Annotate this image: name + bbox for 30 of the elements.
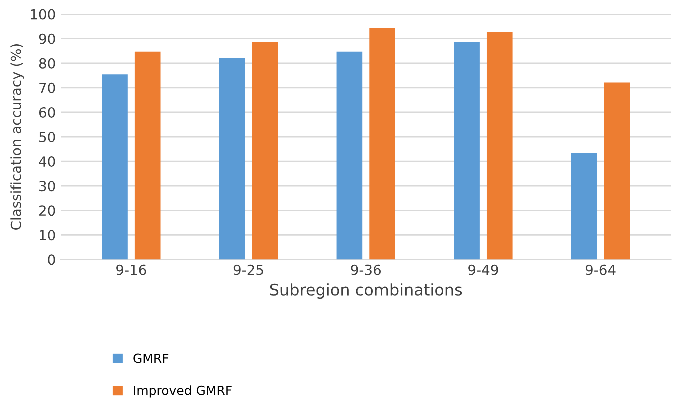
x-tick-label: 9-64 — [586, 264, 616, 276]
bar — [454, 42, 480, 260]
bar — [571, 152, 598, 260]
y-tick-label: 0 — [48, 254, 56, 266]
x-tick-label: 9-25 — [234, 264, 264, 276]
bar — [219, 58, 246, 260]
bar — [134, 52, 161, 260]
y-axis-title: Classification accuracy (%) — [10, 44, 24, 230]
y-tick-label: 80 — [39, 58, 56, 69]
x-tick-label: 9-36 — [351, 264, 382, 276]
bar — [604, 82, 630, 260]
y-tick-label: 20 — [40, 206, 56, 216]
bar — [252, 42, 278, 260]
y-tick-label: 10 — [40, 230, 56, 241]
x-tick-label: 9-16 — [116, 264, 146, 276]
y-tick-label: 70 — [40, 82, 56, 94]
y-tick-label: 100 — [31, 9, 56, 20]
x-axis-title: Subregion combinations — [270, 284, 462, 300]
bar — [486, 32, 513, 260]
y-tick-label: 60 — [39, 107, 56, 118]
bar — [370, 28, 396, 260]
bar — [102, 74, 128, 260]
y-tick-label: 50 — [40, 132, 56, 142]
bar — [336, 52, 363, 260]
y-tick-label: 30 — [40, 181, 56, 192]
x-tick-label: 9-49 — [468, 264, 498, 276]
y-tick-label: 90 — [39, 34, 56, 44]
y-tick-label: 40 — [39, 156, 56, 168]
legend-label: GMRF — [134, 354, 169, 364]
legend-label: Improved GMRF — [134, 386, 232, 398]
